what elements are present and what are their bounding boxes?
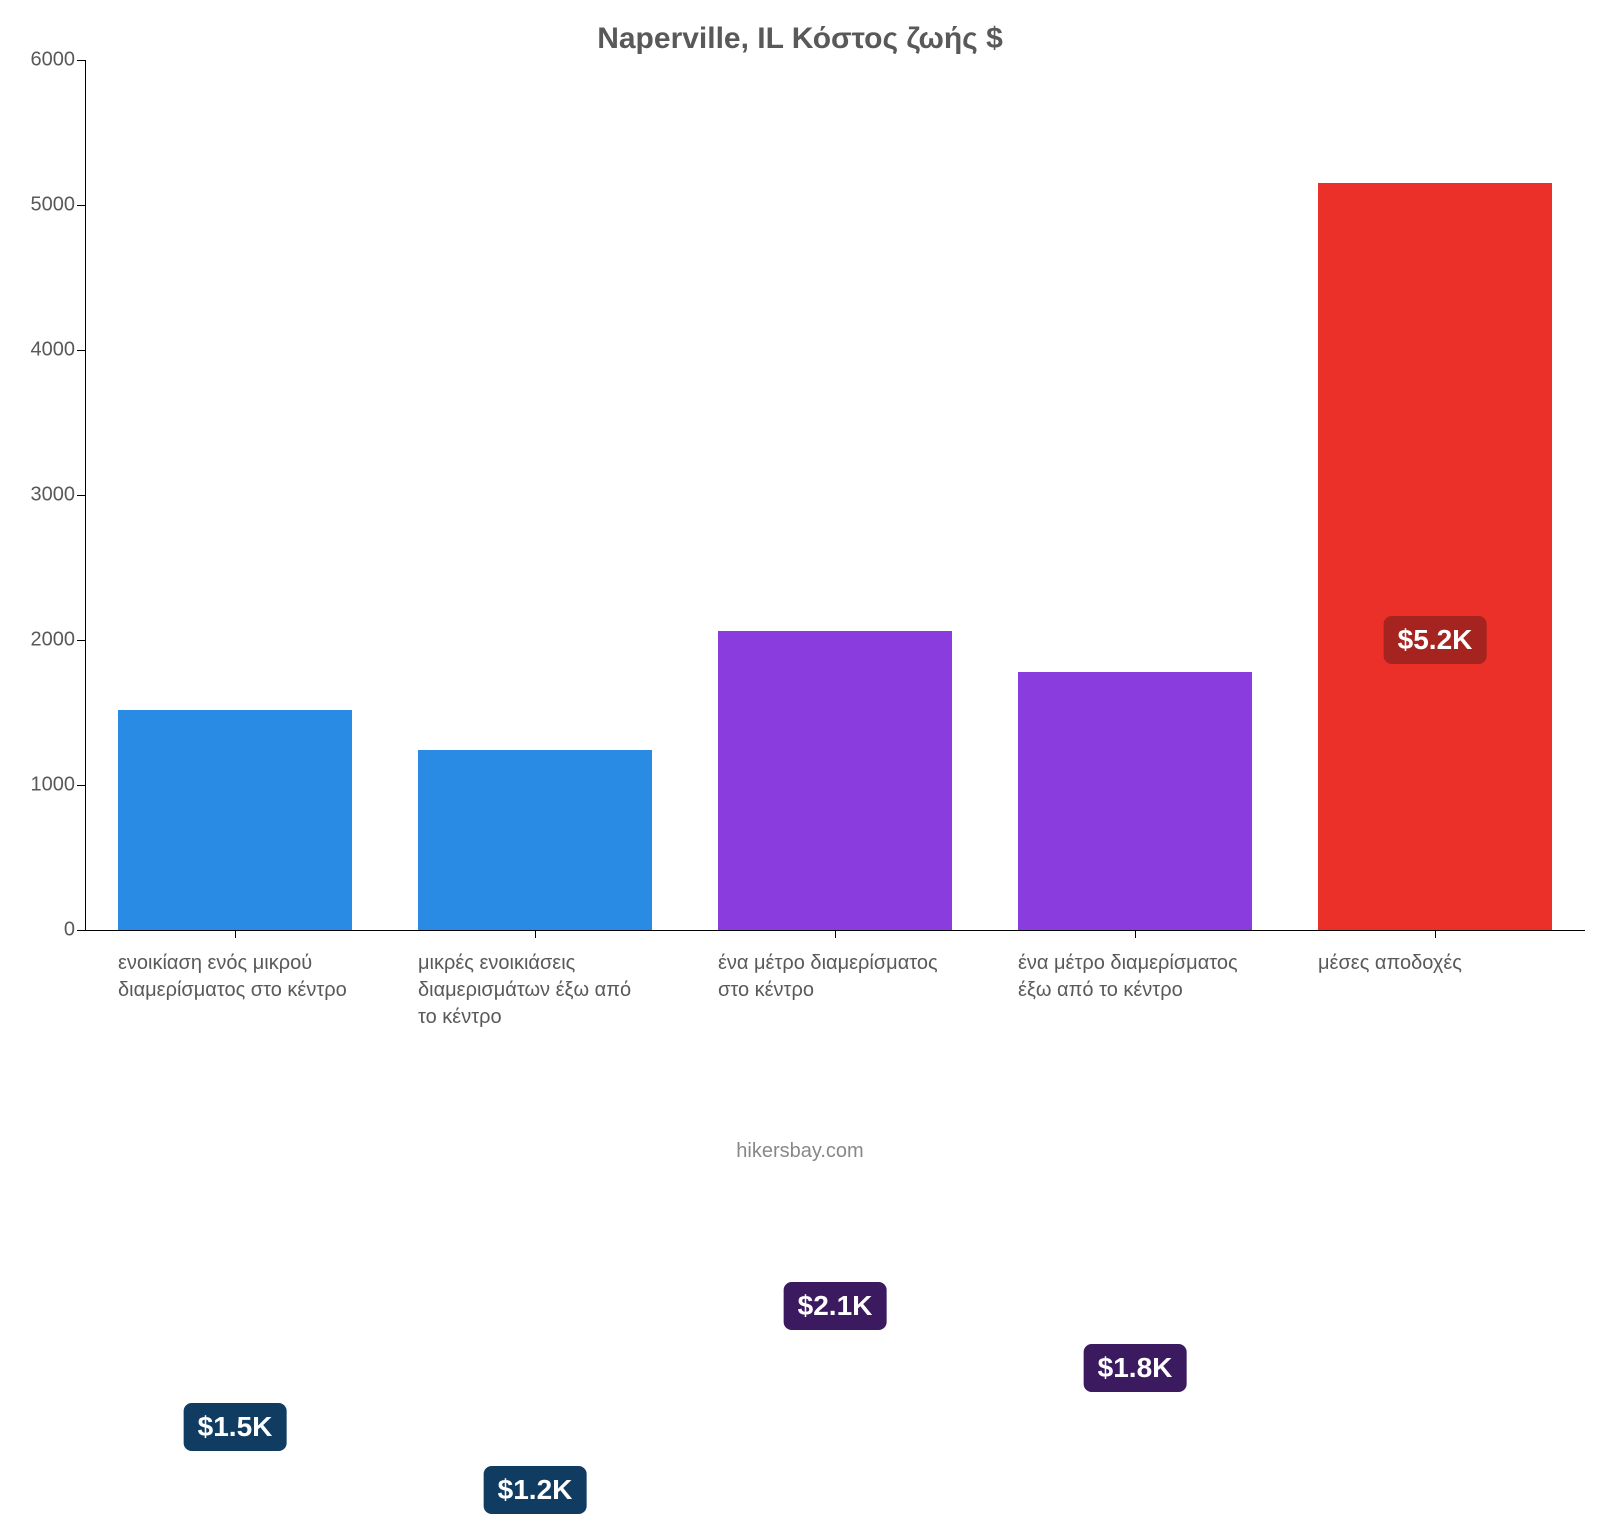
y-tick-label: 2000	[31, 629, 86, 652]
x-tick-label: μέσες αποδοχές	[1318, 930, 1552, 977]
bar: $1.2K	[418, 750, 652, 930]
y-tick-label: 0	[64, 919, 85, 942]
value-badge: $1.2K	[484, 1466, 587, 1514]
value-badge: $2.1K	[784, 1282, 887, 1330]
y-axis-line	[85, 60, 86, 930]
x-tick-label: ένα μέτρο διαμερίσματος στο κέντρο	[718, 930, 952, 1004]
chart-footer: hikersbay.com	[0, 1140, 1600, 1163]
bar: $1.8K	[1018, 672, 1252, 930]
plot-area: 0100020003000400050006000$1.5Kενοικίαση …	[85, 60, 1585, 930]
bar: $2.1K	[718, 631, 952, 930]
bar: $1.5K	[118, 710, 352, 930]
y-tick-label: 4000	[31, 339, 86, 362]
x-tick-label: μικρές ενοικιάσεις διαμερισμάτων έξω από…	[418, 930, 652, 1031]
value-badge: $1.5K	[184, 1403, 287, 1451]
chart-title: Naperville, IL Κόστος ζωής $	[0, 22, 1600, 56]
value-badge: $5.2K	[1384, 616, 1487, 664]
cost-of-living-chart: Naperville, IL Κόστος ζωής $ 01000200030…	[0, 0, 1600, 1200]
y-tick-label: 3000	[31, 484, 86, 507]
y-tick-label: 5000	[31, 194, 86, 217]
value-badge: $1.8K	[1084, 1344, 1187, 1392]
x-tick-label: ένα μέτρο διαμερίσματος έξω από το κέντρ…	[1018, 930, 1252, 1004]
x-tick-label: ενοικίαση ενός μικρού διαμερίσματος στο …	[118, 930, 352, 1004]
y-tick-label: 6000	[31, 49, 86, 72]
bar: $5.2K	[1318, 183, 1552, 930]
y-tick-label: 1000	[31, 774, 86, 797]
